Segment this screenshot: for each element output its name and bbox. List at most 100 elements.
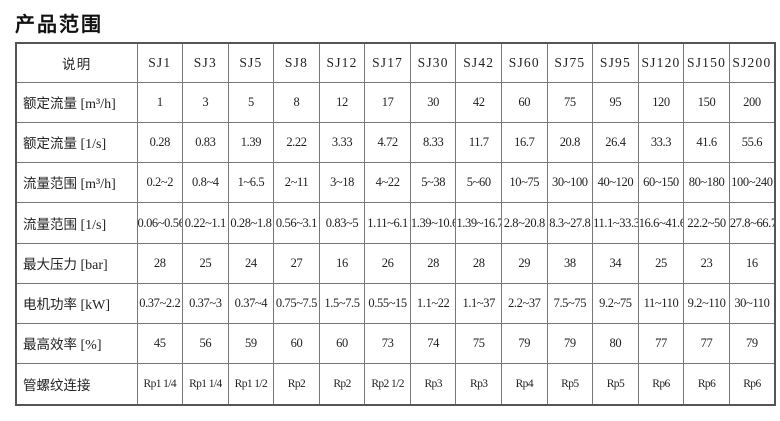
table-cell: 7.5~75 (546, 282, 594, 325)
table-row: 额定流量 [1/s] 0.28 0.83 1.39 2.22 3.33 4.72 8.33 11… (15, 122, 776, 164)
model-header: SJ8 (273, 42, 320, 83)
table-cell: 120 (637, 81, 685, 124)
table-cell: Rp2 1/2 (364, 363, 411, 406)
table-cell: 60~150 (637, 162, 685, 204)
table-cell: Rp3 (409, 363, 457, 406)
table-cell: 4.72 (364, 122, 411, 164)
table-cell: 42 (455, 81, 502, 124)
table-cell: Rp2 (273, 363, 320, 406)
table-cell: 60 (273, 323, 320, 365)
table-cell: 55.6 (728, 122, 776, 164)
row-unit: [kW] (80, 298, 111, 313)
table-cell: 5~38 (409, 162, 457, 204)
table-cell: 5~60 (455, 162, 502, 204)
table-cell: 9.2~110 (683, 282, 730, 325)
model-header: SJ3 (182, 42, 229, 83)
table-cell: 20.8 (546, 122, 594, 164)
table-cell: Rp1 1/2 (227, 363, 275, 406)
table-row: 电机功率 [kW] 0.37~2.2 0.37~3 0.37~4 0.75~7.5 1.5… (15, 282, 776, 325)
model-header: SJ12 (318, 42, 366, 83)
table-cell: 16 (728, 242, 776, 284)
table-cell: 33.3 (637, 122, 685, 164)
table-row: 最高效率 [%] 45 56 59 60 60 73 74 75 79 79 80 77 77 79 (15, 323, 776, 365)
table-cell: 79 (728, 323, 776, 365)
table-cell: 41.6 (683, 122, 730, 164)
model-header: SJ5 (227, 42, 275, 83)
table-cell: 0.37~3 (182, 282, 229, 325)
table-cell: 80 (592, 323, 639, 365)
table-cell: Rp6 (728, 363, 776, 406)
table-cell: 28 (136, 242, 184, 284)
row-label-text: 最高效率 (23, 337, 77, 354)
table-cell: 30~100 (546, 162, 594, 204)
table-row: 管螺纹连接 Rp1 1/4 Rp1 1/4 Rp1 1/2 Rp2 Rp2 Rp2 1/2… (15, 363, 776, 406)
table-cell: 27 (273, 242, 320, 284)
table-cell: 1.39~16.7 (455, 202, 502, 244)
row-label: 流量范围 [1/s] (15, 202, 138, 244)
table-cell: 1.39 (227, 122, 275, 164)
table-cell: 11.1~33.3 (592, 202, 639, 244)
table-cell: 77 (637, 323, 685, 365)
row-unit: [bar] (80, 257, 108, 273)
table-cell: 8 (273, 81, 320, 124)
table-cell: 0.83 (182, 122, 229, 164)
table-cell: 0.8~4 (182, 162, 229, 204)
model-header: SJ120 (637, 42, 685, 83)
table-cell: Rp6 (637, 363, 685, 406)
row-label-text: 最大压力 (23, 256, 77, 273)
table-cell: 60 (318, 323, 366, 365)
model-header: SJ42 (455, 42, 502, 83)
table-cell: 24 (227, 242, 275, 284)
table-cell: 0.06~0.56 (136, 202, 184, 244)
table-cell: 9.2~75 (592, 282, 639, 325)
table-cell: 2.22 (273, 122, 320, 164)
row-label-text: 额定流量 (23, 95, 77, 112)
table-cell: 200 (728, 81, 776, 124)
table-cell: 100~240 (728, 162, 776, 204)
table-cell: 25 (182, 242, 229, 284)
table-cell: 59 (227, 323, 275, 365)
model-header: SJ17 (364, 42, 411, 83)
table-cell: 0.37~2.2 (136, 282, 184, 325)
table-cell: 10~75 (501, 162, 548, 204)
table-cell: 1.5~7.5 (318, 282, 366, 325)
model-header: SJ150 (683, 42, 730, 83)
table-cell: 16.6~41.6 (637, 202, 685, 244)
table-cell: 77 (683, 323, 730, 365)
table-cell: 0.55~15 (364, 282, 411, 325)
row-label: 流量范围 [m³/h] (15, 162, 138, 204)
table-cell: 3.33 (318, 122, 366, 164)
table-cell: 1.11~6.1 (364, 202, 411, 244)
table-cell: 8.3~27.8 (546, 202, 594, 244)
row-unit: [1/s] (80, 137, 107, 153)
table-cell: 1 (136, 81, 184, 124)
model-header: SJ75 (546, 42, 594, 83)
table-cell: 75 (455, 323, 502, 365)
table-cell: 16 (318, 242, 366, 284)
table-cell: 56 (182, 323, 229, 365)
table-cell: 0.2~2 (136, 162, 184, 204)
page-title: 产品范围 (15, 12, 103, 36)
table-row: 流量范围 [1/s] 0.06~0.56 0.22~1.1 0.28~1.8 0.56~… (15, 202, 776, 244)
model-header: SJ30 (409, 42, 457, 83)
row-label-text: 管螺纹连接 (23, 377, 91, 394)
table-cell: 29 (501, 242, 548, 284)
table-cell: 5 (227, 81, 275, 124)
table-cell: 0.28 (136, 122, 184, 164)
table-cell: 45 (136, 323, 184, 365)
table-cell: 2.2~37 (501, 282, 548, 325)
row-unit: [1/s] (80, 217, 107, 233)
table-cell: 26.4 (592, 122, 639, 164)
table-cell: 2~11 (273, 162, 320, 204)
header-label: 说明 (15, 42, 138, 83)
table-cell: 1.1~22 (409, 282, 457, 325)
row-unit: [m³/h] (80, 96, 116, 112)
table-cell: 3 (182, 81, 229, 124)
model-header: SJ1 (136, 42, 184, 83)
row-label-text: 额定流量 (23, 136, 77, 153)
table-cell: 30 (409, 81, 457, 124)
table-cell: 73 (364, 323, 411, 365)
table-cell: 3~18 (318, 162, 366, 204)
table-row: 流量范围 [m³/h] 0.2~2 0.8~4 1~6.5 2~11 3~18 4~22 5~… (15, 162, 776, 204)
row-unit: [%] (80, 338, 102, 354)
